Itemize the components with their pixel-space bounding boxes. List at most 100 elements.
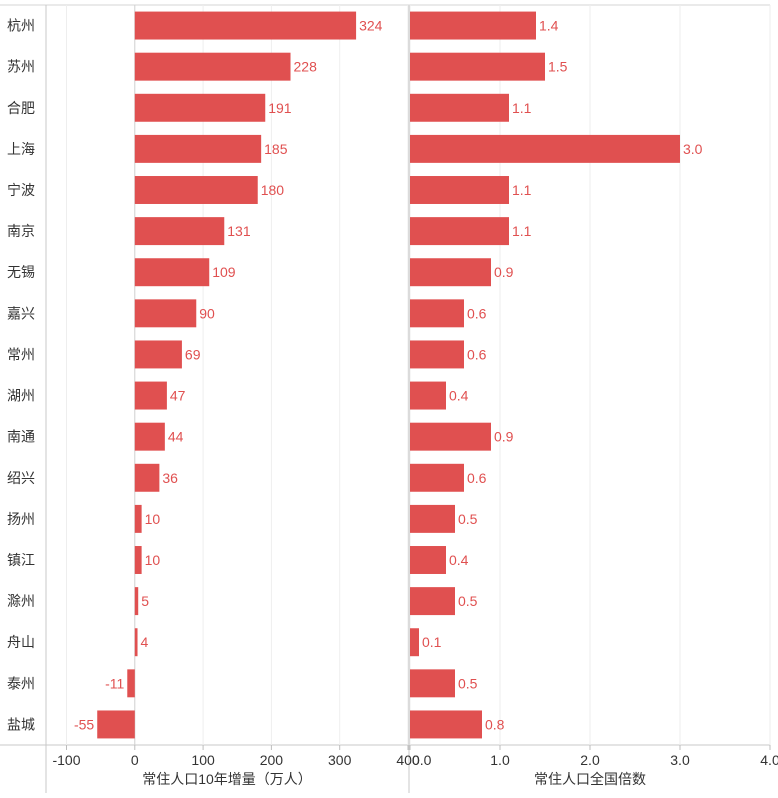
- bar-value-label: 5: [141, 593, 149, 609]
- bar-value-label: 180: [261, 182, 285, 198]
- bar: [410, 299, 464, 328]
- bar: [127, 669, 135, 698]
- bar: [134, 258, 210, 287]
- bar-value-label: 191: [268, 100, 292, 116]
- category-label: 嘉兴: [7, 305, 35, 321]
- bar-value-label: -11: [105, 675, 124, 691]
- bar-value-label: 228: [294, 59, 318, 75]
- bar-value-label: 1.1: [512, 100, 532, 116]
- bar: [134, 587, 139, 616]
- bar: [410, 710, 482, 739]
- bar: [410, 93, 509, 122]
- x-tick-label: 100: [191, 752, 215, 768]
- bar-value-label: 0.9: [494, 264, 514, 280]
- category-label: 无锡: [7, 264, 35, 280]
- bar-value-label: -55: [74, 716, 94, 732]
- x-tick-label: -100: [52, 752, 80, 768]
- bar: [134, 463, 160, 492]
- bar: [134, 546, 142, 574]
- bar: [410, 422, 491, 451]
- x-tick-label: 200: [260, 752, 284, 768]
- x-tick-label: 3.0: [670, 752, 690, 768]
- bar-value-label: 0.6: [467, 346, 487, 362]
- bar: [410, 217, 509, 246]
- bar-value-label: 1.1: [512, 182, 532, 198]
- bar-value-label: 0.5: [458, 593, 478, 609]
- bar: [134, 381, 167, 410]
- x-tick-label: 300: [328, 752, 352, 768]
- bar: [134, 422, 165, 451]
- category-label: 泰州: [7, 675, 35, 691]
- bar-value-label: 0.6: [467, 470, 487, 486]
- bar-value-label: 0.5: [458, 675, 478, 691]
- bar: [410, 11, 536, 40]
- bar: [134, 504, 142, 533]
- bar: [410, 463, 464, 492]
- bar: [410, 52, 545, 81]
- x-tick-label: 0: [131, 752, 139, 768]
- bar-value-label: 109: [212, 264, 236, 280]
- category-label: 绍兴: [7, 470, 35, 486]
- bar: [134, 299, 197, 328]
- bar: [410, 134, 680, 163]
- bar-value-label: 0.5: [458, 511, 478, 527]
- category-label: 镇江: [7, 552, 35, 568]
- x-tick-label: 400: [396, 752, 420, 768]
- bar-value-label: 185: [264, 141, 288, 157]
- x-tick-label: 0.0: [412, 752, 432, 768]
- bar: [97, 710, 135, 739]
- x-tick-label: 1.0: [490, 752, 510, 768]
- bar: [134, 176, 258, 204]
- bar: [134, 217, 225, 246]
- bar-value-label: 4: [141, 634, 149, 650]
- bar-value-label: 3.0: [683, 141, 703, 157]
- bar: [410, 546, 446, 574]
- x-tick-label: 2.0: [580, 752, 600, 768]
- bar-value-label: 131: [227, 223, 251, 239]
- category-label: 杭州: [7, 18, 35, 34]
- bar: [410, 176, 509, 204]
- bar: [410, 340, 464, 369]
- bar: [134, 134, 262, 163]
- x-tick-label: 4.0: [760, 752, 778, 768]
- category-label: 常州: [7, 346, 35, 362]
- bar-value-label: 324: [359, 18, 383, 34]
- x-axis-title: 常住人口10年增量（万人）: [142, 771, 312, 787]
- category-label: 滁州: [7, 593, 35, 609]
- bar-value-label: 47: [170, 388, 186, 404]
- bar: [410, 258, 491, 287]
- category-label: 苏州: [7, 59, 35, 75]
- bar-value-label: 0.9: [494, 429, 514, 445]
- bar-value-label: 69: [185, 346, 201, 362]
- bar-value-label: 36: [162, 470, 178, 486]
- bar: [410, 628, 419, 657]
- category-label: 舟山: [7, 634, 35, 650]
- bar-value-label: 44: [168, 429, 184, 445]
- bar: [134, 340, 182, 369]
- bar-value-label: 0.6: [467, 305, 487, 321]
- bar: [410, 587, 455, 616]
- bar: [410, 381, 446, 410]
- bar-value-label: 1.4: [539, 18, 559, 34]
- category-label: 合肥: [7, 100, 35, 116]
- bar: [134, 93, 266, 122]
- category-label: 宁波: [7, 182, 35, 198]
- bar: [134, 628, 138, 657]
- category-label: 南京: [7, 223, 35, 239]
- x-axis-title: 常住人口全国倍数: [534, 771, 646, 787]
- bar-value-label: 0.8: [485, 716, 505, 732]
- bar-value-label: 0.4: [449, 388, 469, 404]
- bar: [134, 11, 357, 40]
- bar-value-label: 0.4: [449, 552, 469, 568]
- bar-value-label: 90: [199, 305, 215, 321]
- bar-value-label: 1.5: [548, 59, 568, 75]
- category-label: 南通: [7, 429, 35, 445]
- bar: [134, 52, 291, 81]
- bar: [410, 504, 455, 533]
- category-label: 湖州: [7, 388, 35, 404]
- bar-value-label: 10: [145, 511, 161, 527]
- bar-value-label: 10: [145, 552, 161, 568]
- bar-value-label: 0.1: [422, 634, 442, 650]
